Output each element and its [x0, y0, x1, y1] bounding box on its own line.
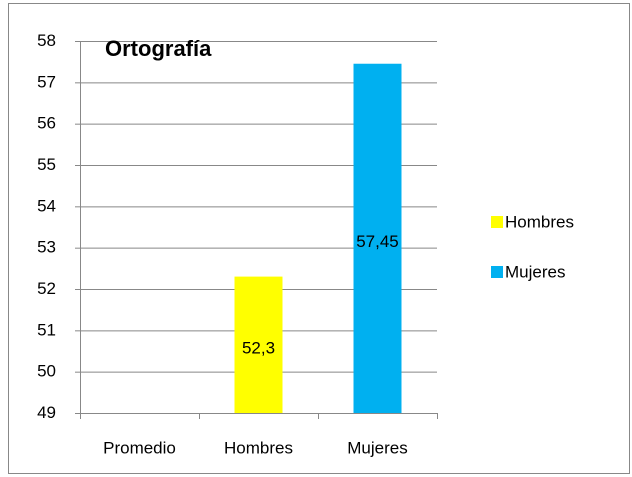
bar — [234, 276, 283, 413]
legend-swatch — [491, 216, 503, 228]
legend-label: Hombres — [505, 212, 574, 231]
chart-border — [8, 3, 630, 474]
x-tick-label: Promedio — [103, 438, 176, 457]
legend-label: Mujeres — [505, 262, 565, 281]
y-tick-label: 50 — [37, 362, 56, 381]
legend-swatch — [491, 266, 503, 278]
data-label: 52,3 — [242, 338, 275, 357]
y-tick-label: 54 — [37, 196, 56, 215]
y-tick-label: 49 — [37, 403, 56, 422]
y-tick-label: 58 — [37, 31, 56, 50]
y-tick-label: 55 — [37, 155, 56, 174]
x-tick-label: Mujeres — [347, 438, 407, 457]
y-tick-label: 57 — [37, 72, 56, 91]
bar — [353, 63, 402, 413]
y-tick-label: 51 — [37, 320, 56, 339]
data-label: 57,45 — [356, 232, 399, 251]
chart-title: Ortografía — [105, 36, 212, 61]
y-tick-label: 53 — [37, 238, 56, 257]
y-tick-label: 56 — [37, 114, 56, 133]
x-tick-label: Hombres — [224, 438, 293, 457]
y-tick-label: 52 — [37, 279, 56, 298]
